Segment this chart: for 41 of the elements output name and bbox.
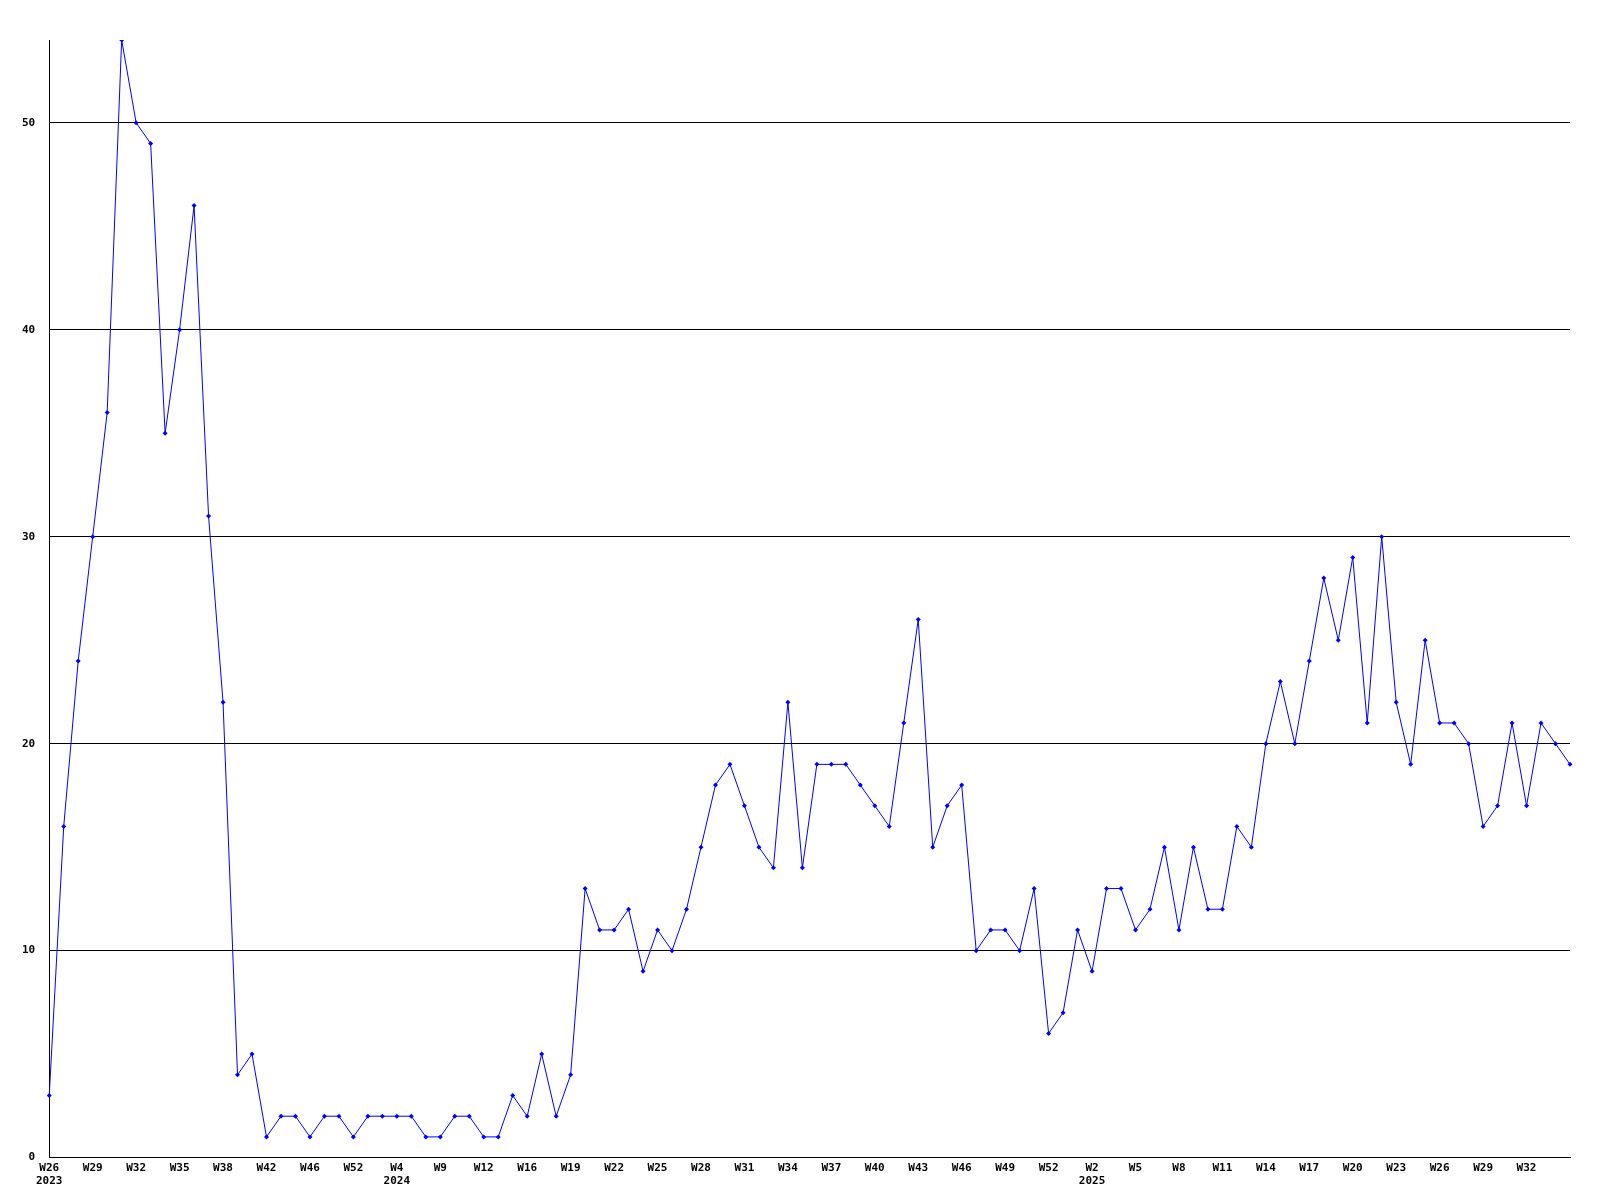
x-tick-label: W43 [908, 1161, 929, 1175]
x-tick-label: W23 [1386, 1161, 1407, 1175]
x-tick-label: W34 [777, 1161, 799, 1175]
x-tick-label: W11 [1212, 1161, 1233, 1175]
x-tick-label: W26 [1429, 1161, 1450, 1175]
y-tick-label: 20 [22, 736, 36, 750]
x-tick-label: W2 2025 [1078, 1161, 1106, 1188]
x-tick-label: W40 [864, 1161, 885, 1175]
x-tick-label: W52 [1038, 1161, 1059, 1175]
x-tick-label: W46 [300, 1161, 321, 1175]
x-tick-label: W16 [517, 1161, 538, 1175]
y-tick-label: 10 [22, 943, 36, 957]
x-tick-label: W49 [995, 1161, 1016, 1175]
x-tick-label: W32 [1516, 1161, 1537, 1175]
x-tick-label: W29 [82, 1161, 103, 1175]
x-tick-label: W25 [647, 1161, 668, 1175]
x-tick-label: W5 [1128, 1161, 1143, 1175]
y-tick-label: 30 [22, 529, 36, 543]
x-tick-label: W52 [343, 1161, 364, 1175]
x-tick-label: W31 [734, 1161, 755, 1175]
y-tick-label: 0 [28, 1150, 36, 1164]
x-tick-label: W14 [1255, 1161, 1277, 1175]
y-tick-label: 40 [22, 322, 36, 336]
x-tick-label: W28 [691, 1161, 711, 1175]
x-tick-label: W4 2024 [383, 1161, 411, 1188]
x-tick-label: W26 2023 [36, 1161, 63, 1188]
y-tick-label: 50 [22, 115, 36, 129]
x-tick-label: W8 [1172, 1161, 1186, 1175]
x-tick-label: W19 [560, 1161, 581, 1175]
x-tick-label: W9 [433, 1161, 447, 1175]
x-tick-label: W32 [126, 1161, 147, 1175]
x-tick-label: W29 [1473, 1161, 1494, 1175]
x-tick-label: W12 [473, 1161, 494, 1175]
x-tick-label: W42 [256, 1161, 277, 1175]
x-tick-label: W35 [169, 1161, 190, 1175]
x-tick-label: W38 [213, 1161, 233, 1175]
x-tick-label: W46 [951, 1161, 973, 1175]
x-tick-label: W17 [1299, 1161, 1320, 1175]
x-tick-label: W37 [821, 1161, 842, 1175]
x-tick-label: W20 [1342, 1161, 1363, 1175]
x-tick-label: W22 [604, 1161, 625, 1175]
